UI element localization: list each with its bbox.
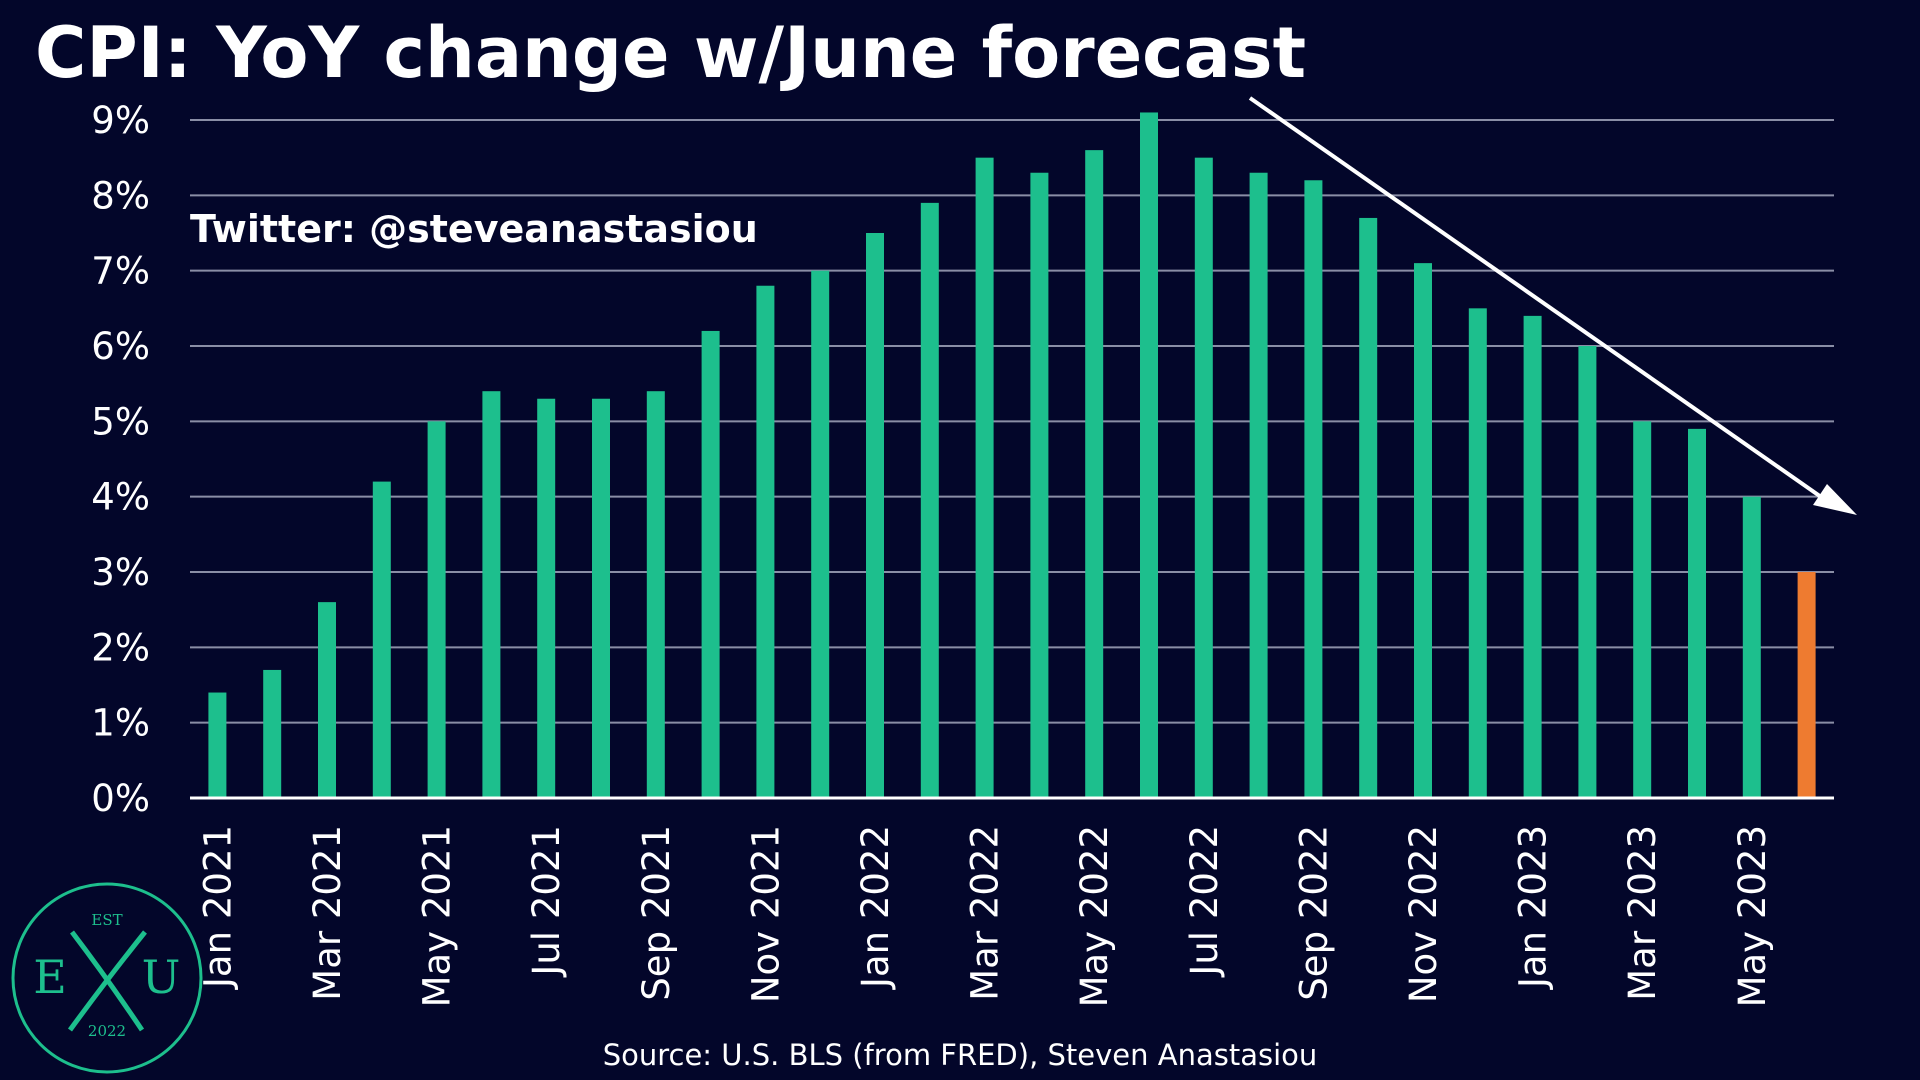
bar [866,233,884,798]
x-tick-label: Mar 2023 [1621,825,1664,1001]
y-tick-label: 2% [91,626,150,669]
x-tick-label: Mar 2022 [964,825,1007,1001]
x-tick-label: Sep 2021 [635,825,678,1001]
bar [318,602,336,798]
y-tick-label: 9% [91,99,150,142]
bar [1688,428,1706,798]
bar [1578,346,1597,798]
x-tick-label: Nov 2021 [744,825,787,1003]
bar-series [208,112,1816,799]
bar [1140,112,1158,798]
x-tick-label: Jan 2023 [1512,825,1555,990]
x-tick-label: May 2022 [1073,825,1116,1007]
x-tick-label: Jul 2021 [525,825,568,978]
logo-est: EST [91,911,122,929]
gridlines [190,119,1834,724]
y-tick-label: 4% [91,476,150,519]
bar [1194,157,1213,798]
y-tick-label: 1% [91,702,150,745]
logo-letter-e: E [33,950,67,1004]
bar [975,157,994,798]
logo-year: 2022 [88,1022,126,1040]
x-tick-label: Jan 2021 [196,825,239,990]
y-tick-label: 0% [91,777,150,820]
y-tick-label: 7% [91,250,150,293]
bar [756,285,775,798]
x-axis-tick-labels: Jan 2021 Mar 2021 May 2021 Jul 2021 Sep 2021… [196,825,1773,1007]
bar [646,391,665,798]
source-note: Source: U.S. BLS (from FRED), Steven Ana… [603,1038,1318,1072]
x-tick-label: Jan 2022 [854,825,897,990]
y-tick-label: 8% [91,174,150,217]
bar [701,330,720,798]
x-tick-label: Sep 2022 [1292,825,1335,1001]
bar-forecast [1797,572,1816,798]
x-tick-label: Mar 2021 [306,825,349,1001]
bar [1742,496,1761,798]
trend-arrow-head [1813,484,1857,515]
bar [1468,308,1487,798]
bar [263,669,282,798]
bar [1304,180,1323,798]
bar [537,398,556,798]
x-tick-label: Nov 2022 [1402,825,1445,1003]
y-tick-label: 3% [91,551,150,594]
exu-logo: EST E U 2022 [11,882,203,1074]
trend-arrow [1248,96,1857,515]
bar [372,481,391,798]
bar [1414,263,1432,799]
bar [1633,421,1652,798]
trend-arrow-line [1248,96,1826,501]
x-tick-label: May 2021 [416,825,459,1007]
x-tick-label: May 2023 [1731,825,1774,1007]
bar [920,202,939,798]
bar [208,692,227,798]
logo-crossed-x-mark [67,930,147,1032]
y-tick-label: 6% [91,325,150,368]
bar [1249,172,1268,798]
x-tick-label: Jul 2022 [1183,825,1226,978]
logo-letter-u: U [142,950,181,1004]
logo-ring [11,882,203,1074]
bar [1085,150,1104,799]
bar [592,398,610,798]
twitter-handle: Twitter: @steveanastasiou [190,207,758,251]
bar [1523,315,1542,798]
bar [427,421,446,798]
y-tick-label: 5% [91,400,150,443]
bar [1359,217,1378,798]
bar [482,391,501,798]
y-axis-tick-labels: 0% 1% 2% 3% 4% 5% 6% 7% 8% 9% [91,99,150,820]
bar [811,270,830,799]
bar [1030,172,1049,798]
chart-title: CPI: YoY change w/June forecast [35,12,1306,94]
